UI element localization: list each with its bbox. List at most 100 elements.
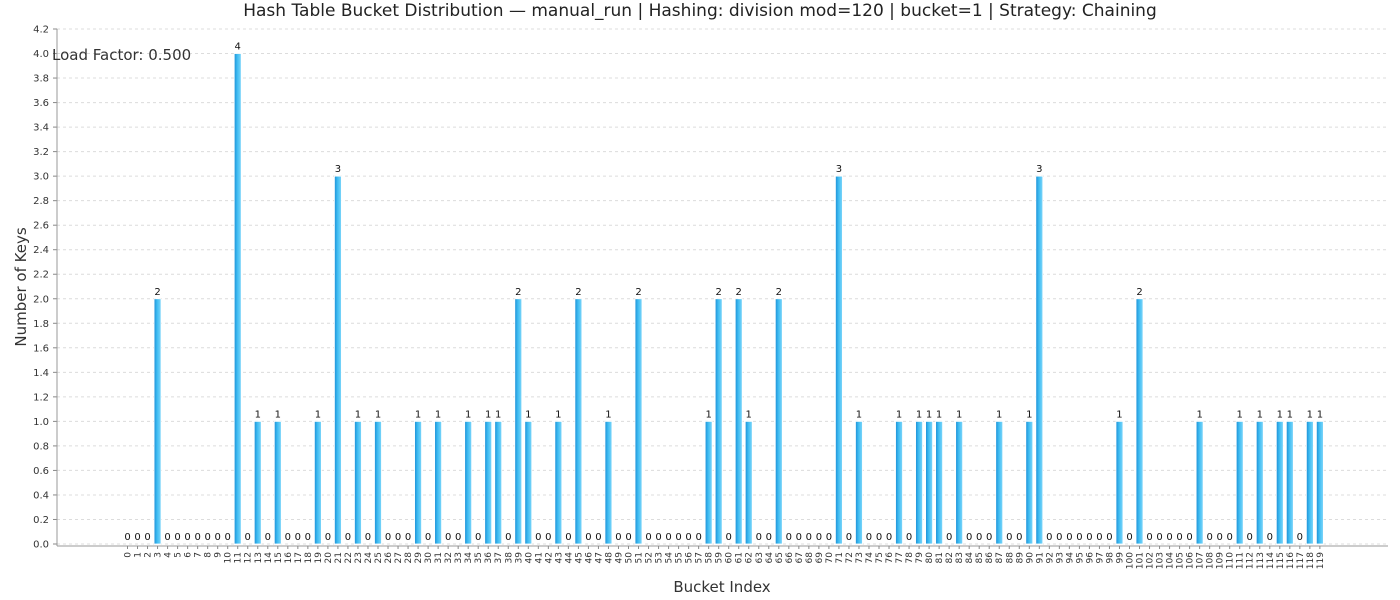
value-label: 0	[1297, 532, 1303, 543]
x-tick-label: 86	[985, 552, 995, 564]
bar	[734, 298, 743, 545]
value-label: 2	[715, 287, 721, 298]
value-label: 0	[184, 532, 190, 543]
y-tick-label: 4.0	[33, 49, 49, 60]
value-label: 1	[375, 409, 381, 420]
value-label: 1	[1317, 409, 1323, 420]
value-label: 0	[846, 532, 852, 543]
bar	[1275, 420, 1284, 545]
y-tick-label: 1.2	[33, 392, 49, 403]
x-tick-label: 102	[1146, 552, 1156, 569]
x-tick-label: 72	[845, 552, 855, 563]
x-tick-label: 56	[685, 552, 695, 564]
value-label: 0	[245, 532, 251, 543]
y-tick-label: 0.2	[33, 515, 49, 526]
value-label: 0	[585, 532, 591, 543]
x-tick-label: 118	[1306, 552, 1316, 569]
bar	[524, 420, 533, 545]
value-label: 0	[625, 532, 631, 543]
x-axis-label: Bucket Index	[673, 578, 770, 596]
x-tick-label: 40	[524, 552, 534, 564]
value-label: 1	[485, 409, 491, 420]
value-label: 0	[365, 532, 371, 543]
value-label: 0	[876, 532, 882, 543]
bar	[935, 420, 944, 545]
x-tick-label: 111	[1236, 552, 1246, 569]
bar	[704, 420, 713, 545]
value-label: 0	[766, 532, 772, 543]
x-tick-label: 65	[775, 552, 785, 563]
x-tick-label: 87	[995, 552, 1005, 563]
y-tick-label: 3.2	[33, 147, 49, 158]
x-tick-label: 89	[1015, 552, 1025, 564]
x-tick-label: 75	[875, 552, 885, 563]
value-label: 1	[1287, 409, 1293, 420]
value-label: 0	[475, 532, 481, 543]
value-label: 0	[726, 532, 732, 543]
x-tick-label: 112	[1246, 552, 1256, 569]
bar	[374, 420, 382, 545]
value-label: 0	[265, 532, 271, 543]
x-tick-label: 27	[394, 552, 404, 563]
y-tick-label: 1.4	[33, 368, 49, 379]
value-label: 0	[1126, 532, 1132, 543]
x-tick-label: 95	[1075, 552, 1085, 563]
value-label: 1	[1307, 409, 1313, 420]
x-tick-label: 59	[715, 552, 725, 564]
value-label: 0	[1046, 532, 1052, 543]
value-label: 0	[325, 532, 331, 543]
x-tick-label: 42	[544, 552, 554, 563]
value-label: 1	[525, 409, 531, 420]
value-label: 1	[555, 409, 561, 420]
bar	[1035, 175, 1044, 545]
value-label: 0	[806, 532, 812, 543]
value-label: 0	[505, 532, 511, 543]
value-label: 0	[204, 532, 210, 543]
value-label: 3	[335, 164, 341, 175]
x-tick-label: 80	[925, 552, 935, 564]
x-tick-label: 28	[404, 552, 414, 564]
x-tick-label: 16	[284, 552, 294, 564]
x-tick-label: 37	[494, 552, 504, 563]
y-tick-label: 3.0	[33, 172, 49, 183]
x-tick-label: 43	[554, 552, 564, 563]
bar	[604, 420, 613, 545]
bar	[634, 298, 643, 545]
value-label: 1	[465, 409, 471, 420]
x-tick-label: 2	[144, 552, 154, 558]
chart-title: Hash Table Bucket Distribution — manual_…	[243, 1, 1157, 21]
x-tick-label: 44	[564, 552, 574, 564]
x-tick-label: 3	[154, 552, 164, 558]
y-tick-label: 2.6	[33, 221, 49, 232]
value-label: 0	[1186, 532, 1192, 543]
bar	[1235, 420, 1244, 545]
value-label: 0	[385, 532, 391, 543]
x-tick-label: 108	[1206, 552, 1216, 569]
x-tick-label: 6	[184, 552, 194, 558]
x-tick-label: 57	[695, 552, 705, 563]
x-tick-label: 13	[254, 552, 264, 563]
value-label: 0	[685, 532, 691, 543]
x-tick-label: 106	[1186, 552, 1196, 569]
value-label: 0	[144, 532, 150, 543]
x-tick-label: 79	[915, 552, 925, 564]
y-tick-label: 3.6	[33, 98, 49, 109]
x-tick-label: 48	[604, 552, 614, 564]
value-label: 0	[1166, 532, 1172, 543]
y-tick-label: 3.4	[33, 123, 49, 134]
x-tick-label: 74	[865, 552, 875, 564]
bar	[714, 298, 723, 545]
value-label: 2	[776, 287, 782, 298]
x-tick-label: 12	[244, 552, 254, 563]
x-tick-label: 14	[264, 552, 274, 564]
value-label: 0	[1086, 532, 1092, 543]
x-tick-label: 107	[1196, 552, 1206, 569]
bar	[464, 420, 473, 545]
x-tick-label: 69	[815, 552, 825, 564]
value-label: 0	[1106, 532, 1112, 543]
value-label: 0	[1206, 532, 1212, 543]
value-label: 0	[906, 532, 912, 543]
value-label: 0	[615, 532, 621, 543]
x-tick-label: 98	[1105, 552, 1115, 564]
